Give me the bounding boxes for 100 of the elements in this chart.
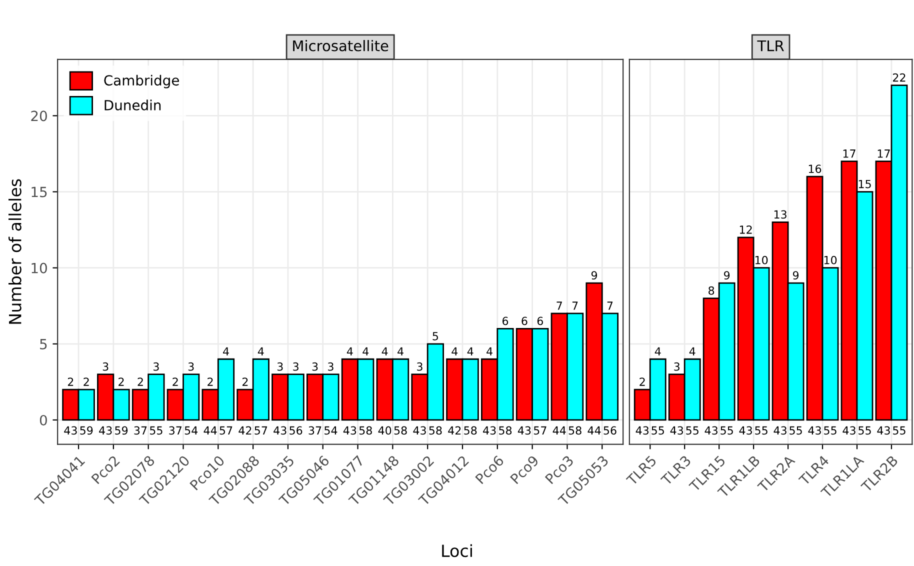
y-tick-label: 10 (32, 262, 47, 274)
data-label: 13 (774, 210, 786, 219)
data-label: 2 (242, 378, 248, 386)
annotation: 58 (359, 426, 372, 435)
annotation: 58 (499, 426, 512, 435)
data-label: 4 (486, 347, 492, 356)
annotation: 37 (134, 426, 147, 435)
annotation: 58 (464, 426, 477, 435)
annotation: 44 (552, 426, 566, 434)
data-label: 3 (312, 362, 318, 371)
data-label: 9 (724, 271, 730, 280)
annotation: 56 (604, 426, 616, 435)
data-label: 10 (755, 256, 768, 264)
data-label: 3 (102, 362, 108, 371)
annotation: 42 (448, 426, 461, 434)
annotation: 56 (290, 426, 302, 435)
data-label: 3 (277, 362, 283, 371)
data-label: 4 (467, 347, 474, 356)
data-label: 5 (432, 332, 438, 340)
annotation: 55 (893, 426, 906, 435)
y-axis-title: Number of alleles (8, 179, 22, 324)
data-label: 2 (68, 378, 74, 386)
y-tick-label: 0 (40, 414, 47, 426)
annotation: 58 (394, 426, 407, 435)
annotation: 55 (790, 426, 802, 435)
annotation: 42 (238, 426, 252, 434)
chart-title: Microsatellite (293, 40, 388, 52)
data-label: 4 (223, 347, 229, 356)
annotation: 43 (670, 426, 684, 435)
legend-label: Cambridge (104, 74, 179, 88)
legend-label: Dunedin (104, 100, 161, 110)
annotation: 37 (169, 426, 182, 435)
chart-title: TLR (757, 40, 784, 52)
annotation: 44 (204, 426, 217, 434)
data-label: 3 (328, 362, 334, 371)
data-label: 3 (188, 362, 194, 371)
data-label: 4 (689, 347, 696, 356)
data-label: 2 (640, 378, 645, 386)
annotation: 43 (842, 426, 856, 435)
data-label: 6 (522, 316, 528, 326)
annotation: 43 (808, 426, 821, 435)
data-label: 2 (118, 378, 124, 386)
annotation: 55 (755, 426, 768, 435)
data-label: 3 (417, 362, 422, 371)
data-label: 8 (708, 286, 714, 295)
x-axis-title: Loci (442, 544, 472, 558)
annotation: 43 (413, 426, 426, 435)
data-label: 4 (258, 347, 264, 356)
annotation: 40 (378, 426, 392, 435)
annotation: 55 (652, 426, 664, 435)
annotation: 43 (739, 426, 752, 435)
annotation: 43 (877, 426, 890, 435)
annotation: 59 (80, 426, 93, 435)
annotation: 43 (704, 426, 718, 435)
data-label: 3 (293, 362, 298, 371)
data-label: 3 (154, 362, 159, 371)
data-label: 9 (792, 271, 799, 280)
annotation: 55 (686, 426, 698, 435)
annotation: 54 (184, 426, 198, 435)
data-label: 12 (740, 225, 752, 234)
annotation: 57 (220, 426, 232, 435)
annotation: 43 (64, 426, 77, 435)
annotation: 55 (858, 426, 871, 435)
annotation: 57 (254, 426, 268, 435)
data-label: 4 (382, 347, 388, 356)
data-label: 2 (172, 378, 178, 386)
data-label: 10 (824, 256, 837, 264)
data-label: 7 (572, 302, 578, 310)
annotation: 55 (720, 426, 733, 435)
data-label: 9 (591, 271, 598, 280)
annotation: 44 (588, 426, 601, 434)
annotation: 43 (343, 426, 356, 435)
annotation: 54 (324, 426, 338, 435)
data-label: 17 (843, 150, 856, 158)
annotation: 43 (636, 426, 649, 435)
data-label: 3 (674, 362, 680, 371)
annotation: 43 (774, 426, 786, 435)
data-label: 2 (84, 378, 89, 386)
annotation: 58 (429, 426, 442, 435)
annotation: 58 (568, 426, 582, 435)
annotation: 59 (115, 426, 128, 435)
data-label: 17 (878, 150, 890, 158)
data-label: 15 (858, 180, 871, 188)
annotation: 43 (99, 426, 112, 435)
annotation: 43 (274, 426, 286, 435)
y-tick-label: 5 (40, 339, 47, 350)
data-label: 4 (654, 347, 661, 356)
annotation: 55 (824, 426, 836, 435)
y-tick-label: 20 (31, 110, 47, 122)
data-label: 7 (556, 302, 562, 310)
annotation: 43 (518, 426, 531, 435)
data-label: 4 (398, 347, 404, 356)
data-label: 7 (607, 302, 613, 310)
annotation: 57 (534, 426, 546, 435)
annotation: 55 (150, 426, 162, 435)
data-label: 2 (208, 378, 213, 386)
y-tick-label: 15 (32, 186, 47, 198)
data-label: 6 (502, 316, 508, 326)
data-label: 6 (537, 316, 543, 326)
data-label: 2 (138, 378, 143, 386)
